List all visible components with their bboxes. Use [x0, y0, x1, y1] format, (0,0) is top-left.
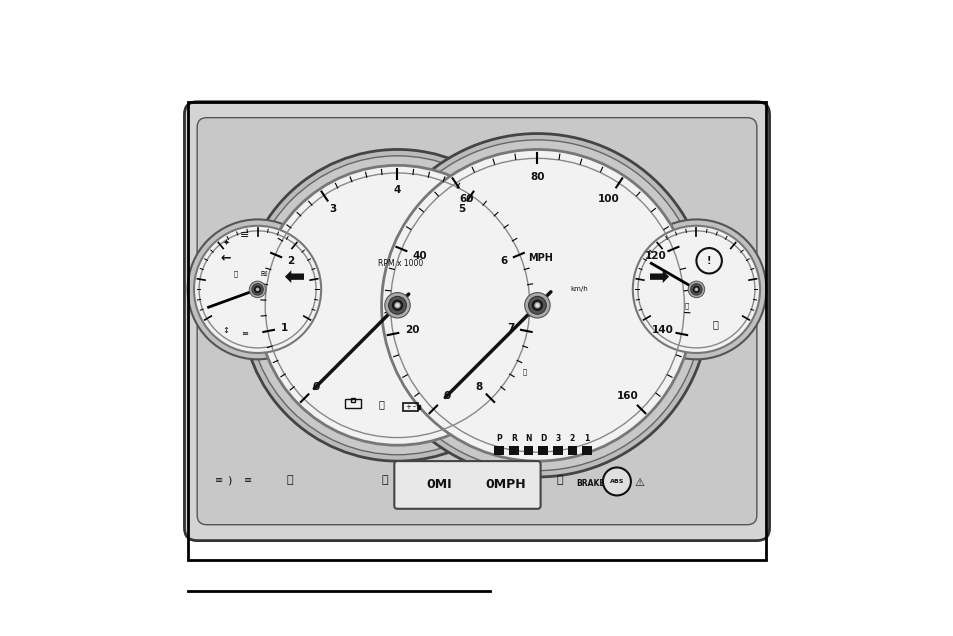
Bar [351, 398, 355, 401]
Text: 🚶: 🚶 [556, 475, 562, 485]
Circle shape [188, 219, 327, 359]
Text: ✦: ✦ [222, 237, 229, 246]
Text: 8: 8 [476, 382, 482, 392]
Circle shape [690, 284, 701, 295]
Bar [417, 405, 419, 409]
Text: 2: 2 [287, 256, 294, 266]
Text: 60: 60 [458, 194, 473, 204]
Text: 3: 3 [329, 204, 336, 214]
Text: N: N [525, 434, 531, 443]
Text: ≡: ≡ [244, 475, 252, 485]
Text: km/h: km/h [569, 286, 587, 293]
Text: ): ) [227, 475, 231, 485]
Text: RPM x 1000: RPM x 1000 [377, 259, 423, 268]
Text: ←: ← [220, 251, 231, 264]
Text: 20: 20 [404, 325, 419, 335]
Circle shape [693, 286, 699, 293]
Bar [402, 403, 417, 411]
Text: ↕: ↕ [222, 326, 229, 335]
Text: R: R [511, 434, 517, 443]
FancyBboxPatch shape [184, 102, 769, 541]
Bar [537, 446, 547, 455]
Text: 2: 2 [569, 434, 575, 443]
Text: 100: 100 [597, 194, 618, 204]
Text: 5: 5 [457, 204, 465, 214]
Text: 6: 6 [500, 256, 508, 266]
Text: D: D [539, 434, 546, 443]
Bar [567, 446, 577, 455]
Text: 3: 3 [555, 434, 559, 443]
Text: 0: 0 [312, 382, 319, 392]
Bar [553, 446, 562, 455]
Text: ABS: ABS [609, 479, 623, 484]
Circle shape [532, 300, 542, 310]
Text: 120: 120 [644, 251, 666, 261]
Text: 1: 1 [280, 323, 287, 333]
Text: 🛢: 🛢 [378, 399, 384, 409]
Text: 140: 140 [651, 325, 673, 335]
Circle shape [372, 140, 702, 471]
Text: 4: 4 [394, 184, 401, 195]
FancyBboxPatch shape [197, 118, 756, 525]
Text: MPH: MPH [528, 252, 553, 263]
Text: 1: 1 [584, 434, 589, 443]
Bar [509, 446, 518, 455]
Text: 🔒: 🔒 [286, 475, 293, 485]
FancyBboxPatch shape [394, 461, 540, 509]
Circle shape [257, 165, 537, 445]
Text: ≡: ≡ [215, 475, 223, 485]
Bar [581, 446, 591, 455]
Text: ≡: ≡ [241, 329, 248, 338]
Bar [523, 446, 533, 455]
Circle shape [193, 226, 321, 353]
Circle shape [252, 284, 263, 295]
Text: -: - [412, 403, 416, 411]
Text: 160: 160 [617, 391, 638, 401]
Text: ⚠: ⚠ [634, 478, 643, 488]
Text: 7: 7 [507, 323, 515, 333]
Circle shape [535, 303, 539, 308]
Text: 0: 0 [443, 391, 450, 401]
Text: +: + [405, 404, 411, 410]
Text: P: P [496, 434, 501, 443]
Circle shape [384, 293, 410, 318]
Text: 0MPH: 0MPH [485, 478, 525, 492]
Bar [188, 102, 765, 560]
Circle shape [632, 226, 760, 353]
Polygon shape [649, 270, 668, 283]
Circle shape [388, 296, 406, 314]
Circle shape [695, 288, 697, 291]
Circle shape [381, 149, 693, 461]
Circle shape [241, 149, 553, 461]
Circle shape [524, 293, 550, 318]
Circle shape [626, 219, 765, 359]
Bar [494, 446, 503, 455]
Text: 🌡: 🌡 [233, 270, 237, 277]
Circle shape [249, 281, 266, 298]
Text: !: ! [706, 256, 711, 266]
Bar [345, 399, 360, 408]
Text: ⛽: ⛽ [712, 319, 718, 329]
Circle shape [687, 281, 704, 298]
Text: 0MI: 0MI [426, 478, 451, 492]
Text: ≡: ≡ [240, 230, 250, 240]
Circle shape [602, 467, 630, 495]
Circle shape [254, 286, 260, 293]
Circle shape [256, 288, 258, 291]
Text: BRAKE: BRAKE [576, 479, 604, 488]
Circle shape [395, 303, 399, 308]
Circle shape [392, 300, 402, 310]
Text: 🔍: 🔍 [684, 302, 688, 308]
Text: 80: 80 [530, 172, 544, 183]
Text: 40: 40 [412, 251, 426, 261]
Circle shape [528, 296, 546, 314]
Text: ⛽: ⛽ [522, 369, 526, 375]
Circle shape [248, 156, 546, 455]
Text: 🏃: 🏃 [381, 475, 388, 485]
Text: ≋: ≋ [259, 268, 268, 279]
Circle shape [365, 134, 708, 477]
Polygon shape [285, 270, 304, 283]
